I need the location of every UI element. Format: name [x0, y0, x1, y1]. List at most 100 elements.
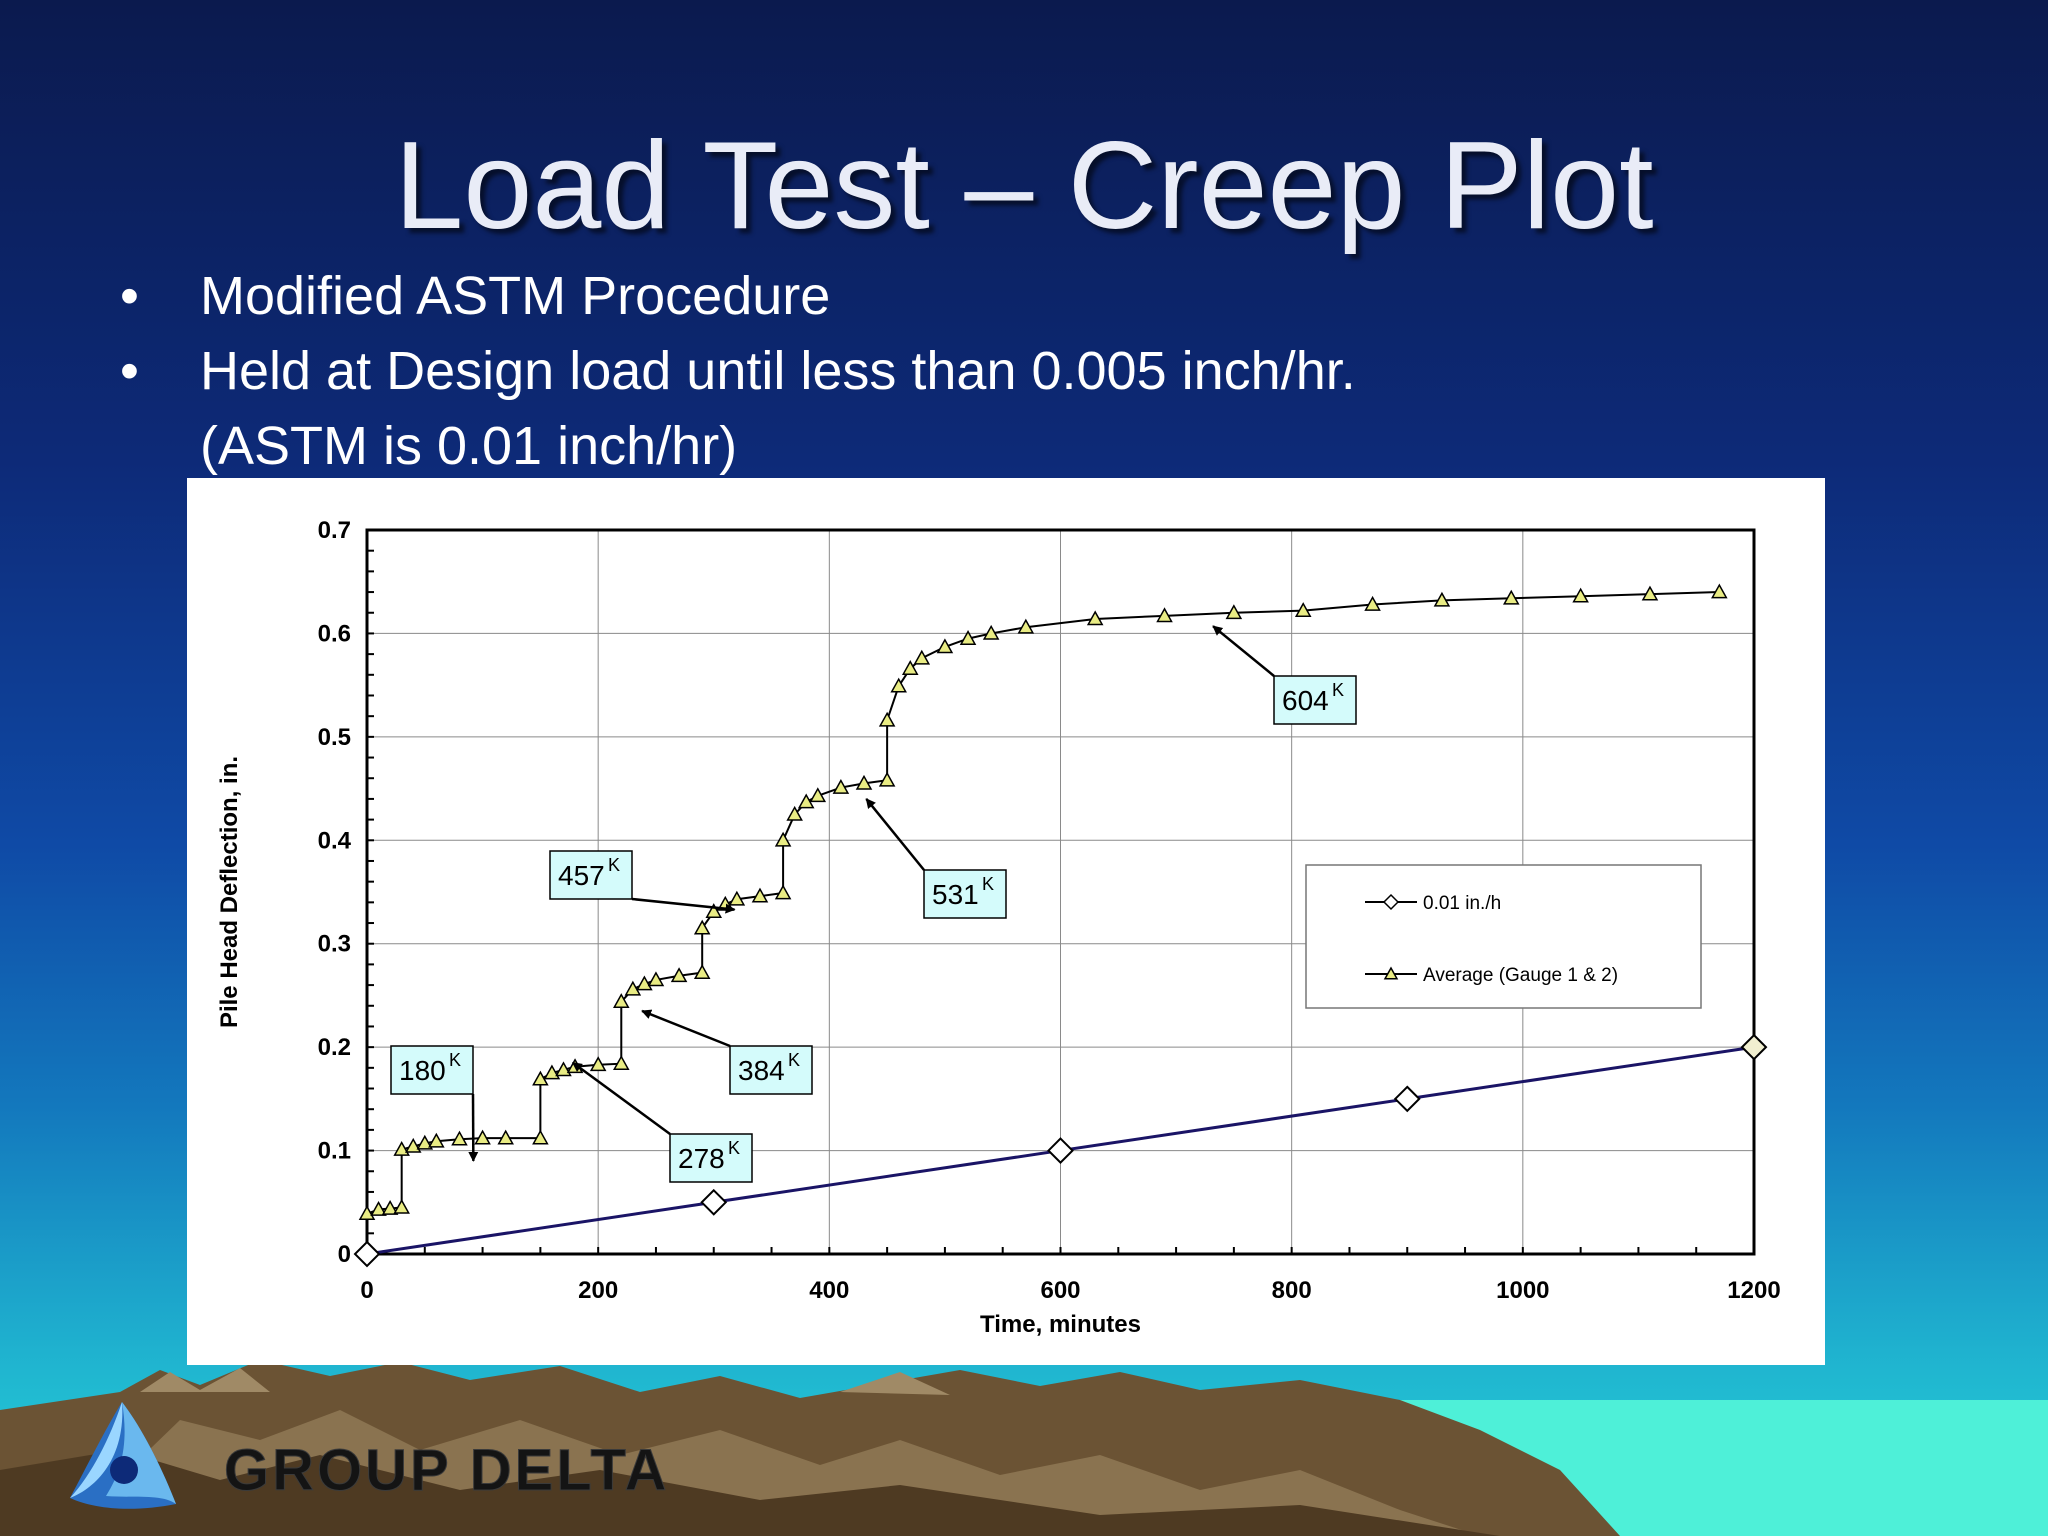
data-point-triangle: [1572, 587, 1589, 603]
data-point-triangle: [1641, 585, 1659, 601]
data-point-triangle: [878, 771, 896, 787]
data-point-diamond: [1740, 1033, 1768, 1061]
data-point-triangle: [636, 975, 653, 991]
legend-label: Average (Gauge 1 & 2): [1423, 965, 1618, 986]
y-tick-label: 0.2: [318, 1034, 351, 1061]
annotation-superscript: K: [449, 1050, 461, 1070]
y-tick-label: 0: [338, 1241, 351, 1268]
annotation-superscript: K: [1332, 680, 1344, 700]
data-point-triangle: [797, 793, 815, 809]
data-point-triangle: [670, 967, 688, 983]
data-point-triangle: [936, 638, 954, 654]
annotation-box: [549, 850, 633, 900]
legend-box: [1305, 864, 1702, 1009]
data-point-triangle: [404, 1137, 422, 1153]
annotation-label: 384: [738, 1055, 785, 1086]
data-point-triangle: [959, 630, 977, 645]
bullet-dot-icon: •: [120, 266, 139, 326]
load-annotation: 604 K: [1212, 625, 1357, 725]
data-point-triangle: [913, 649, 931, 665]
annotation-superscript: K: [728, 1138, 740, 1158]
data-point-diamond: [353, 1240, 381, 1268]
data-point-triangle: [370, 1200, 387, 1216]
data-point-triangle: [532, 1070, 549, 1086]
y-axis-label: Pile Head Deflection, in.: [216, 756, 243, 1028]
data-point-triangle: [1433, 591, 1451, 607]
data-point-diamond: [1047, 1137, 1074, 1164]
annotation-box: [669, 1133, 753, 1183]
data-point-triangle: [497, 1129, 514, 1145]
annotation-arrow: [631, 897, 736, 914]
load-annotation: 384 K: [641, 1009, 813, 1095]
x-tick-label: 400: [809, 1277, 849, 1304]
annotation-label: 457: [558, 860, 605, 891]
logo-text: GROUP DELTA: [224, 1438, 669, 1503]
data-point-triangle: [982, 624, 1000, 640]
legend-marker-triangle: [1383, 966, 1399, 980]
data-point-triangle: [393, 1140, 410, 1156]
data-point-triangle: [451, 1130, 468, 1146]
data-point-triangle: [624, 980, 642, 996]
legend-label: 0.01 in./h: [1423, 893, 1501, 914]
bullet-continuation-text: (ASTM is 0.01 inch/hr): [200, 416, 738, 476]
data-point-triangle: [1364, 595, 1381, 611]
x-tick-label: 800: [1272, 1277, 1312, 1304]
x-tick-label: 200: [578, 1277, 618, 1304]
bullet-text: Modified ASTM Procedure: [200, 266, 831, 326]
annotation-label: 531: [932, 879, 979, 910]
slide-title: Load Test – Creep Plot: [394, 117, 1654, 255]
bullet-text: Held at Design load until less than 0.00…: [200, 341, 1356, 401]
data-point-triangle: [832, 778, 850, 794]
data-point-triangle: [474, 1129, 491, 1145]
annotation-box: [923, 869, 1007, 919]
x-tick-label: 1000: [1496, 1277, 1549, 1304]
data-point-triangle: [1711, 583, 1728, 599]
data-point-triangle: [543, 1064, 561, 1080]
annotation-superscript: K: [608, 855, 620, 875]
y-tick-label: 0.5: [318, 724, 351, 751]
y-tick-label: 0.4: [318, 827, 352, 854]
y-tick-label: 0.7: [318, 517, 351, 544]
y-tick-label: 0.1: [318, 1138, 351, 1165]
annotation-label: 604: [1282, 685, 1329, 716]
data-point-triangle: [693, 919, 711, 935]
data-point-triangle: [705, 903, 723, 919]
x-axis-label: Time, minutes: [980, 1311, 1141, 1338]
data-point-triangle: [1017, 618, 1035, 634]
annotation-arrow: [641, 1009, 731, 1048]
delta-logo-icon: [70, 1402, 176, 1509]
data-point-triangle: [358, 1205, 376, 1221]
data-point-triangle: [1503, 589, 1520, 605]
x-tick-label: 1200: [1727, 1277, 1780, 1304]
annotation-box: [729, 1045, 813, 1095]
annotation-superscript: K: [788, 1050, 800, 1070]
plot-frame: [365, 528, 1756, 1256]
data-point-triangle: [786, 805, 803, 821]
data-point-triangle: [1086, 610, 1104, 626]
load-annotation: 180 K: [390, 1045, 479, 1162]
data-point-triangle: [855, 774, 873, 790]
annotation-label: 180: [399, 1055, 446, 1086]
chart-legend: 0.01 in./h Average (Gauge 1 & 2): [1305, 864, 1702, 1009]
load-annotation: 457 K: [549, 850, 736, 914]
x-tick-label: 0: [360, 1277, 373, 1304]
group-delta-logo: GROUP DELTA: [70, 1402, 669, 1509]
data-point-triangle: [693, 964, 711, 980]
data-point-triangle: [589, 1056, 607, 1072]
data-point-triangle: [381, 1199, 399, 1215]
annotation-superscript: K: [982, 874, 994, 894]
data-point-triangle: [890, 677, 907, 693]
data-point-triangle: [555, 1061, 572, 1077]
data-point-triangle: [1156, 607, 1173, 623]
data-point-triangle: [774, 884, 792, 900]
data-point-triangle: [416, 1134, 434, 1150]
annotation-box: [390, 1045, 474, 1095]
annotation-arrow: [865, 798, 925, 871]
x-tick-label: 600: [1040, 1277, 1080, 1304]
data-point-triangle: [532, 1129, 549, 1145]
data-point-triangle: [878, 711, 896, 727]
data-point-triangle: [393, 1198, 410, 1214]
data-point-triangle: [647, 971, 665, 987]
y-tick-label: 0.3: [318, 931, 351, 958]
